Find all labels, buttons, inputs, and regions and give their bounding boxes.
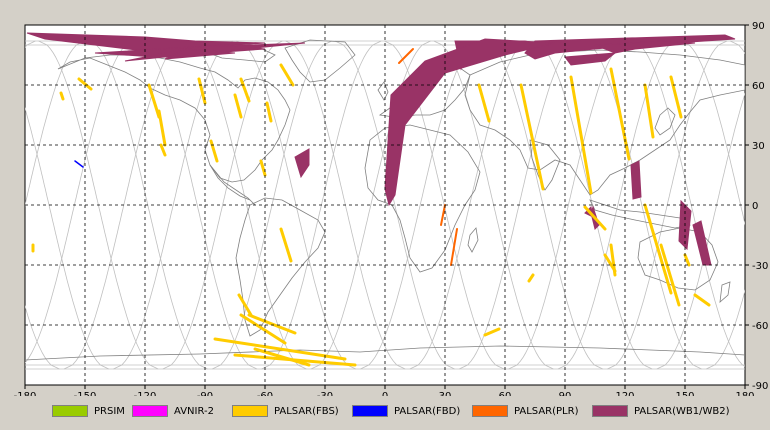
lon-tick-label: -150 xyxy=(74,391,97,396)
legend-item: PALSAR(WB1/WB2) xyxy=(592,404,730,418)
palsar-fbs-swath xyxy=(583,205,607,231)
palsar-fbs-swath xyxy=(519,83,545,191)
palsar-plr-swath xyxy=(440,204,446,226)
lon-tick-label: 180 xyxy=(735,391,754,396)
lat-tick-label: -60 xyxy=(752,321,768,332)
palsar-wb-swath xyxy=(164,48,236,60)
legend-label: PALSAR(PLR) xyxy=(514,405,579,417)
lon-tick-label: -30 xyxy=(317,391,333,396)
orbit-track xyxy=(508,40,629,370)
palsar-fbs-swath xyxy=(159,143,167,157)
lon-tick-label: 150 xyxy=(675,391,694,396)
lon-tick-label: 60 xyxy=(499,391,512,396)
palsar-fbs-swath xyxy=(265,101,273,123)
lon-tick-label: 30 xyxy=(439,391,452,396)
palsar-fbs-swath xyxy=(279,63,295,87)
lat-tick-label: 90 xyxy=(752,21,765,32)
legend-label: PALSAR(FBD) xyxy=(394,405,461,417)
legend-swatch xyxy=(52,405,88,417)
palsar-fbs-swath xyxy=(683,253,691,267)
lon-tick-label: 120 xyxy=(615,391,634,396)
palsar-fbs-swath xyxy=(609,67,631,161)
lon-tick-label: 0 xyxy=(382,391,388,396)
legend: PRSIM AVNIR-2 PALSAR(FBS) PALSAR(FBD) PALSAR… xyxy=(0,396,770,430)
legend-swatch xyxy=(232,405,268,417)
palsar-wb-swath xyxy=(630,160,642,200)
legend-swatch xyxy=(132,405,168,417)
palsar-fbs-swath xyxy=(659,243,681,307)
palsar-plr-swath xyxy=(450,228,458,266)
palsar-fbs-swath xyxy=(669,75,683,119)
palsar-fbd-swath xyxy=(74,160,84,168)
legend-swatch xyxy=(352,405,388,417)
palsar-fbs-swath xyxy=(213,337,347,361)
lon-tick-label: -90 xyxy=(197,391,213,396)
lat-tick-label: 60 xyxy=(752,81,765,92)
legend-item: PALSAR(PLR) xyxy=(472,404,578,418)
palsar-wb-swath xyxy=(294,148,310,179)
legend-item: PALSAR(FBS) xyxy=(232,404,339,418)
orbit-track xyxy=(360,40,481,370)
palsar-fbs-swath xyxy=(239,313,287,345)
lon-tick-label: -120 xyxy=(134,391,157,396)
lat-tick-label: 30 xyxy=(752,141,765,152)
legend-label: PALSAR(FBS) xyxy=(274,405,339,417)
palsar-fbs-swath xyxy=(527,273,535,283)
lon-tick-label: -180 xyxy=(14,391,37,396)
palsar-fbs-swath xyxy=(603,253,617,273)
palsar-fbs-swath xyxy=(693,293,711,307)
lat-tick-label: 0 xyxy=(752,201,758,212)
legend-swatch xyxy=(472,405,508,417)
palsar-wb-swath xyxy=(524,34,736,60)
palsar-fbs-swath xyxy=(259,159,267,177)
orbit-track xyxy=(334,40,455,370)
orbit-track xyxy=(25,40,85,207)
lon-tick-label: -60 xyxy=(257,391,273,396)
palsar-fbs-swath xyxy=(643,203,673,295)
orbit-track xyxy=(186,40,307,370)
orbit-track xyxy=(706,289,745,370)
palsar-wb-swath xyxy=(564,52,617,66)
palsar-fbs-swath xyxy=(253,347,311,367)
orbit-track xyxy=(137,40,258,370)
legend-label: PALSAR(WB1/WB2) xyxy=(634,405,730,417)
legend-swatch xyxy=(592,405,628,417)
palsar-fbs-swath xyxy=(569,75,593,195)
palsar-fbs-swath xyxy=(197,77,207,105)
orbit-track xyxy=(581,40,702,370)
lon-tick-label: 90 xyxy=(559,391,572,396)
palsar-fbs-swath xyxy=(239,77,251,103)
palsar-fbs-swath xyxy=(59,91,65,101)
palsar-fbs-swath xyxy=(147,83,161,119)
palsar-fbs-swath xyxy=(209,139,219,163)
palsar-wb-swath xyxy=(594,40,696,54)
legend-item: PALSAR(FBD) xyxy=(352,404,460,418)
lat-tick-label: -90 xyxy=(752,381,768,392)
palsar-fbs-swath xyxy=(77,77,93,91)
legend-label: AVNIR-2 xyxy=(174,405,214,417)
palsar-fbs-swath xyxy=(237,293,253,317)
palsar-fbs-swath xyxy=(157,109,167,147)
palsar-fbs-swath xyxy=(477,83,491,123)
orbit-track xyxy=(162,40,283,370)
lat-tick-label: -30 xyxy=(752,261,768,272)
palsar-fbs-swath xyxy=(483,327,501,337)
palsar-fbs-swath xyxy=(247,313,297,335)
palsar-plr-swath xyxy=(398,48,414,64)
palsar-fbs-swath xyxy=(279,227,293,263)
legend-label: PRSIM xyxy=(94,405,125,417)
orbit-track xyxy=(25,304,60,370)
axis-ticks: -180 -150 -120 -90 -60 -30 0 30 60 90 120 150 180 90 6… xyxy=(14,21,769,396)
legend-item: AVNIR-2 xyxy=(132,404,214,418)
lat-lon-grid xyxy=(25,25,745,385)
legend-item: PRSIM xyxy=(52,404,125,418)
coverage-map: -180 -150 -120 -90 -60 -30 0 30 60 90 120 150 180 90 6… xyxy=(13,21,769,396)
palsar-fbs-swath xyxy=(233,93,243,119)
palsar-fbs-swath xyxy=(643,83,655,139)
